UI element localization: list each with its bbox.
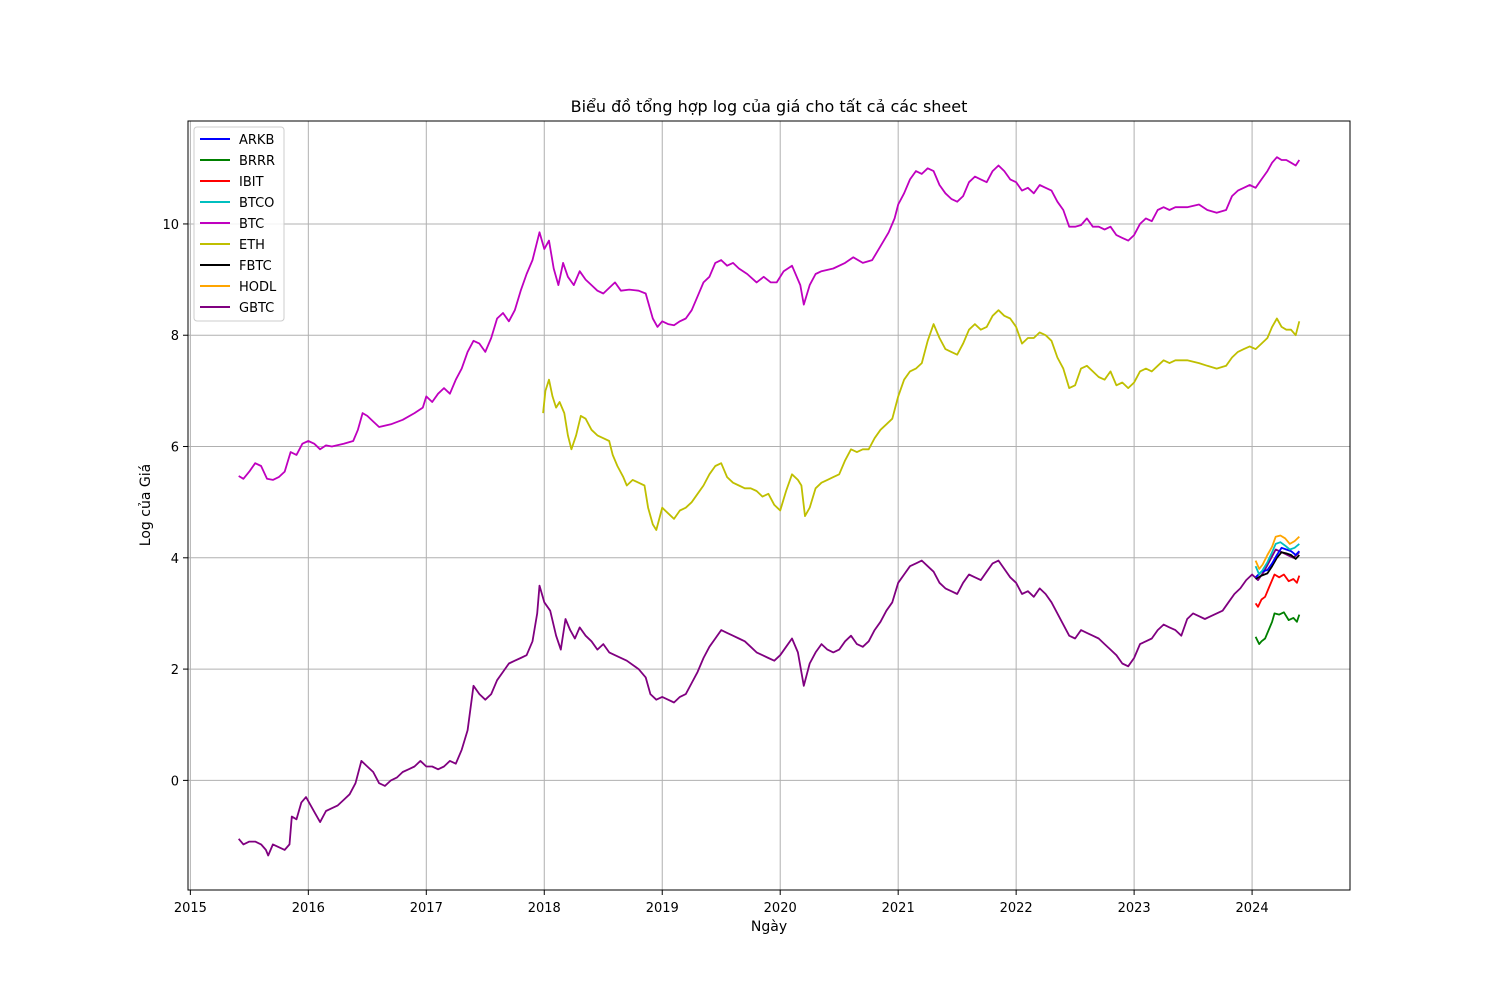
x-tick-label: 2021 [882,901,915,916]
legend-label-btco: BTCO [239,196,274,211]
legend-label-eth: ETH [239,238,265,253]
y-tick-label: 0 [171,774,179,789]
y-tick-label: 4 [171,552,179,567]
legend-label-fbtc: FBTC [239,259,272,274]
y-tick-label: 10 [162,218,179,233]
series-line-ibit [1254,573,1301,608]
legend-label-btc: BTC [239,217,264,232]
x-tick-label: 2016 [292,901,325,916]
series-lines [238,156,1301,857]
x-tick-label: 2018 [528,901,561,916]
series-line-brrr [1254,611,1301,645]
series-line-eth [542,309,1301,531]
x-tick-label: 2015 [174,901,207,916]
legend-label-ibit: IBIT [239,175,264,190]
legend-label-brrr: BRRR [239,154,275,169]
x-tick-label: 2017 [410,901,443,916]
plot-frame [187,120,1351,891]
y-axis-ticks: 0 2 4 6 8 10 [162,218,188,789]
y-tick-label: 2 [171,663,179,678]
x-axis-ticks: 2015 2016 2017 2018 2019 2020 2021 2022 2023 2024 [174,890,1269,916]
x-tick-label: 2022 [1000,901,1033,916]
x-tick-label: 2024 [1236,901,1269,916]
legend-label-hodl: HODL [239,280,277,295]
legend-box [193,126,285,322]
y-axis-label: Log của Giá [138,464,154,546]
x-tick-label: 2023 [1118,901,1151,916]
legend-label-arkb: ARKB [239,133,274,148]
chart-title: Biểu đồ tổng hợp log của giá cho tất cả … [571,97,968,116]
y-tick-label: 6 [171,441,179,456]
x-axis-label: Ngày [751,919,787,935]
series-line-btco [1254,541,1300,576]
series-line-hodl [1254,534,1300,570]
legend: ARKB BRRR IBIT BTCO BTC ETH FBTC HODL GBTC [193,126,285,322]
series-line-arkb [1254,546,1300,578]
series-line-fbtc [1255,551,1300,580]
x-tick-label: 2019 [646,901,679,916]
x-tick-label: 2020 [764,901,797,916]
grid [188,121,1350,890]
series-line-btc [238,156,1301,481]
legend-label-gbtc: GBTC [239,301,274,316]
y-tick-label: 8 [171,329,179,344]
series-line-gbtc [238,548,1300,857]
